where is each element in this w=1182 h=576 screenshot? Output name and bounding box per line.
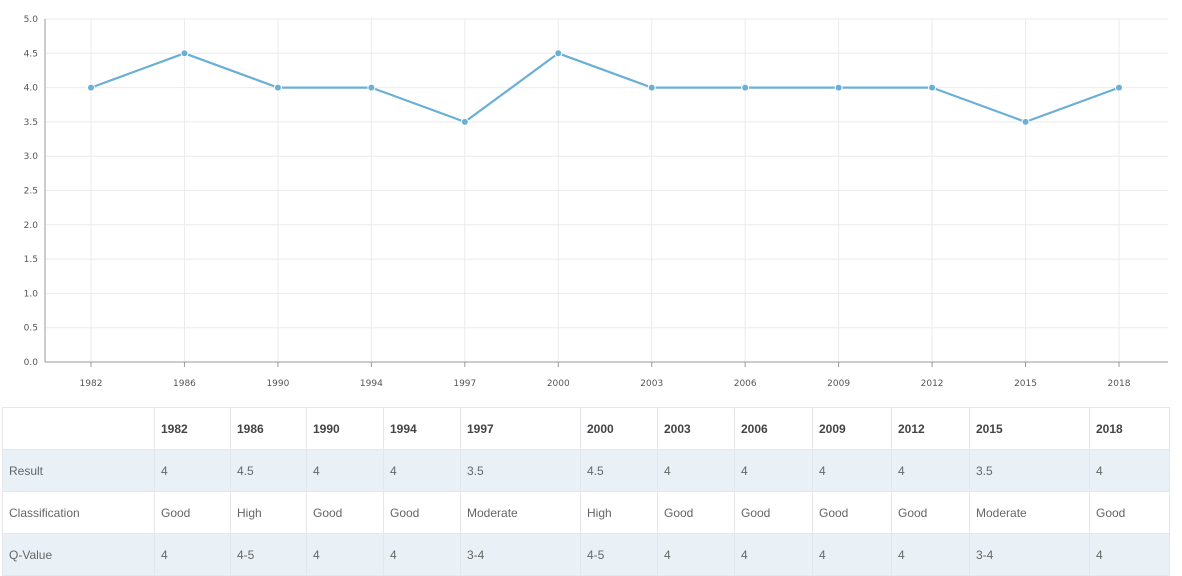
y-tick-label: 2.5 bbox=[24, 187, 38, 197]
table-header-year: 1982 bbox=[154, 407, 231, 450]
table-cell: Good bbox=[383, 491, 461, 534]
table-cell: 3.5 bbox=[969, 449, 1090, 492]
table-cell: 4.5 bbox=[580, 449, 658, 492]
x-tick-label: 2015 bbox=[1014, 379, 1037, 389]
table-cell: 4 bbox=[657, 449, 735, 492]
table-cell: 4 bbox=[383, 533, 461, 576]
data-point bbox=[554, 49, 563, 58]
table-cell: Good bbox=[1089, 491, 1170, 534]
data-point bbox=[834, 83, 843, 92]
table-header-year: 1997 bbox=[460, 407, 581, 450]
table-cell: 4 bbox=[154, 449, 231, 492]
data-point bbox=[273, 83, 282, 92]
data-point bbox=[928, 83, 937, 92]
y-tick-label: 3.0 bbox=[24, 152, 39, 162]
data-table: 1982 1986 1990 1994 1997 2000 2003 2006 … bbox=[2, 407, 1170, 576]
table-cell: 4.5 bbox=[230, 449, 307, 492]
table-cell: 4 bbox=[1089, 533, 1170, 576]
x-tick-label: 1997 bbox=[453, 379, 476, 389]
table-cell: 4 bbox=[891, 533, 970, 576]
x-tick-label: 2003 bbox=[640, 379, 663, 389]
row-label: Classification bbox=[2, 491, 155, 534]
table-cell: 4 bbox=[734, 449, 813, 492]
table-header-year: 1986 bbox=[230, 407, 307, 450]
data-point bbox=[87, 83, 95, 92]
data-point bbox=[460, 117, 469, 126]
table-cell: 4-5 bbox=[580, 533, 658, 576]
table-cell: High bbox=[230, 491, 307, 534]
data-point bbox=[1115, 83, 1123, 92]
x-tick-label: 1990 bbox=[266, 379, 289, 389]
table-cell: 4 bbox=[383, 449, 461, 492]
data-point bbox=[1021, 117, 1030, 126]
table-row-q-value: Q-Value 4 4-5 4 4 3-4 4-5 4 4 4 4 3-4 4 bbox=[2, 533, 1170, 576]
table-cell: 4 bbox=[154, 533, 231, 576]
table-cell: Good bbox=[734, 491, 813, 534]
table-cell: 4 bbox=[306, 533, 384, 576]
x-tick-label: 2006 bbox=[734, 379, 757, 389]
table-cell: Good bbox=[891, 491, 970, 534]
table-cell: Moderate bbox=[460, 491, 581, 534]
x-tick-label: 2012 bbox=[921, 379, 944, 389]
table-cell: 4 bbox=[1089, 449, 1170, 492]
y-tick-label: 0.5 bbox=[24, 324, 38, 334]
table-cell: 4 bbox=[812, 449, 892, 492]
table-header-year: 2012 bbox=[891, 407, 970, 450]
y-tick-label: 4.0 bbox=[24, 84, 39, 94]
table-cell: 3.5 bbox=[460, 449, 581, 492]
table-header-year: 1990 bbox=[306, 407, 384, 450]
table-row-result: Result 4 4.5 4 4 3.5 4.5 4 4 4 4 3.5 4 bbox=[2, 449, 1170, 492]
table-cell: 4 bbox=[657, 533, 735, 576]
y-tick-label: 2.0 bbox=[24, 221, 39, 231]
x-tick-label: 1994 bbox=[360, 379, 383, 389]
table-header-year: 2009 bbox=[812, 407, 892, 450]
table-cell: Good bbox=[154, 491, 231, 534]
table-cell: 3-4 bbox=[969, 533, 1090, 576]
table-header-year: 2006 bbox=[734, 407, 813, 450]
y-tick-label: 0.0 bbox=[24, 358, 39, 368]
table-header-year: 2018 bbox=[1089, 407, 1170, 450]
series-line bbox=[90, 52, 1120, 124]
y-tick-label: 4.5 bbox=[24, 49, 38, 59]
table-cell: 4-5 bbox=[230, 533, 307, 576]
table-header-year: 2000 bbox=[580, 407, 658, 450]
y-tick-label: 1.5 bbox=[24, 255, 38, 265]
row-label: Q-Value bbox=[2, 533, 155, 576]
table-cell: 4 bbox=[306, 449, 384, 492]
y-tick-label: 3.5 bbox=[24, 118, 38, 128]
data-point bbox=[741, 83, 750, 92]
table-cell: 4 bbox=[734, 533, 813, 576]
table-cell: High bbox=[580, 491, 658, 534]
data-point bbox=[367, 83, 376, 92]
table-header-year: 1994 bbox=[383, 407, 461, 450]
table-cell: 4 bbox=[812, 533, 892, 576]
line-chart: 0.0 0.5 1.0 1.5 2.0 2.5 3.0 3.5 4.0 4.5 5.0 1982 198… bbox=[24, 15, 1168, 389]
data-point bbox=[647, 83, 656, 92]
x-tick-label: 1982 bbox=[80, 379, 103, 389]
table-cell: 4 bbox=[891, 449, 970, 492]
x-tick-label: 1986 bbox=[173, 379, 196, 389]
table-cell: 3-4 bbox=[460, 533, 581, 576]
x-tick-label: 2000 bbox=[547, 379, 570, 389]
y-tick-label: 5.0 bbox=[24, 15, 39, 25]
table-corner bbox=[2, 407, 155, 450]
table-header-row: 1982 1986 1990 1994 1997 2000 2003 2006 … bbox=[2, 407, 1170, 450]
x-tick-label: 2018 bbox=[1108, 379, 1131, 389]
table-cell: Good bbox=[812, 491, 892, 534]
row-label: Result bbox=[2, 449, 155, 492]
table-cell: Good bbox=[657, 491, 735, 534]
table-row-classification: Classification Good High Good Good Moder… bbox=[2, 491, 1170, 534]
x-tick-label: 2009 bbox=[827, 379, 850, 389]
table-cell: Good bbox=[306, 491, 384, 534]
data-point bbox=[180, 49, 189, 58]
table-cell: Moderate bbox=[969, 491, 1090, 534]
table-header-year: 2003 bbox=[657, 407, 735, 450]
table-header-year: 2015 bbox=[969, 407, 1090, 450]
y-tick-label: 1.0 bbox=[24, 289, 39, 299]
